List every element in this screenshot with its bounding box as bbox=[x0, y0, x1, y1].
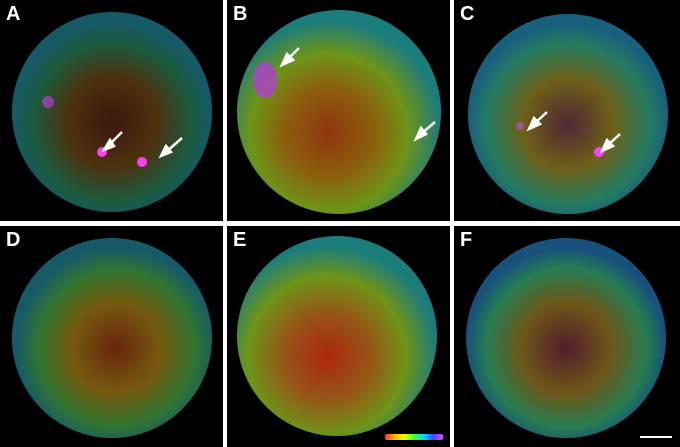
embryo-sphere bbox=[237, 10, 441, 214]
arrow-icon bbox=[101, 131, 123, 153]
magenta-cell bbox=[516, 122, 524, 130]
embryo-sphere bbox=[237, 236, 437, 436]
panel-f: F bbox=[454, 226, 680, 447]
panel-label: A bbox=[6, 3, 21, 25]
magenta-cell bbox=[137, 157, 147, 167]
panel-a: A bbox=[0, 0, 223, 221]
panel-b: B bbox=[227, 0, 450, 221]
arrow-icon bbox=[279, 47, 300, 68]
panel-d-image bbox=[12, 238, 212, 438]
arrow-icon bbox=[599, 133, 621, 154]
panel-e-image bbox=[237, 236, 437, 436]
panel-label: B bbox=[233, 3, 248, 25]
panel-c: C bbox=[454, 0, 680, 221]
embryo-sphere bbox=[12, 238, 212, 438]
panel-f-image bbox=[466, 238, 666, 438]
panel-e: E bbox=[227, 226, 450, 447]
embryo-sphere bbox=[12, 12, 212, 212]
depth-colorbar bbox=[385, 434, 443, 440]
embryo-sphere bbox=[468, 14, 668, 214]
panel-label: C bbox=[460, 3, 475, 25]
panel-b-image bbox=[237, 10, 441, 214]
scale-bar bbox=[640, 436, 672, 438]
magenta-cell bbox=[42, 96, 54, 108]
panel-d: D bbox=[0, 226, 223, 447]
panel-c-image bbox=[468, 14, 668, 214]
arrow-icon bbox=[526, 111, 548, 132]
panel-a-image bbox=[12, 12, 212, 212]
panel-label: E bbox=[233, 229, 247, 251]
arrow-icon bbox=[413, 121, 436, 142]
panel-label: D bbox=[6, 229, 21, 251]
arrow-icon bbox=[158, 137, 183, 159]
embryo-sphere bbox=[466, 238, 666, 438]
magenta-cell bbox=[253, 62, 277, 98]
panel-label: F bbox=[460, 229, 473, 251]
